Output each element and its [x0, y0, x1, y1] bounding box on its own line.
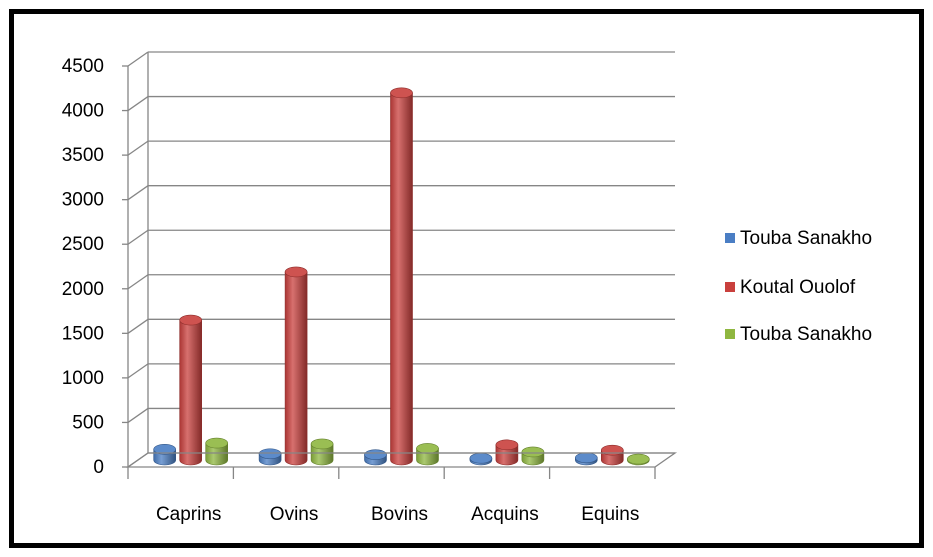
y-tick-label: 3500: [62, 145, 104, 166]
bar-top: [521, 446, 545, 458]
bar-top: [469, 452, 493, 464]
legend-label: Touba Sanakho: [740, 228, 872, 249]
bar-body: [179, 319, 202, 466]
y-tick-label: 1500: [62, 323, 104, 344]
legend-label: Koutal Ouolof: [740, 277, 856, 298]
bar: [495, 439, 519, 466]
bar-top: [626, 453, 650, 465]
floor: [125, 452, 678, 468]
bar: [574, 452, 598, 466]
bar: [364, 449, 387, 466]
bar-body: [310, 443, 334, 466]
gridline-depth: [127, 274, 149, 290]
bar-top: [258, 448, 282, 460]
bar-top: [179, 314, 202, 326]
bar: [600, 444, 624, 466]
bar: [205, 437, 228, 466]
gridline-depth: [127, 96, 149, 112]
y-tick-label: 1000: [62, 368, 104, 389]
bar: [416, 443, 439, 466]
y-tick-label: 2500: [62, 234, 104, 255]
x-tick-label: Caprins: [156, 504, 221, 525]
y-tick-label: 2000: [62, 279, 104, 300]
bar-top: [574, 452, 598, 464]
bar: [310, 438, 334, 466]
bar-body: [390, 92, 413, 466]
gridline-depth: [127, 318, 149, 334]
legend-swatch: [725, 282, 735, 292]
bar-top: [284, 266, 308, 278]
gridline-depth: [127, 51, 149, 67]
y-tick-label: 3000: [62, 190, 104, 211]
bar-top: [495, 439, 519, 451]
x-tick-label: Bovins: [371, 504, 428, 525]
bar: [521, 446, 545, 466]
bar-body: [205, 442, 228, 466]
bar-top: [205, 437, 228, 449]
bar: [284, 266, 308, 466]
legend-swatch: [725, 329, 735, 339]
bar: [390, 87, 413, 466]
x-tick-label: Ovins: [270, 504, 319, 525]
gridline-depth: [127, 229, 149, 245]
bar-body: [495, 444, 519, 466]
gridline-depth: [127, 407, 149, 423]
gridline-depth: [127, 363, 149, 379]
y-tick-label: 500: [72, 412, 104, 433]
legend-swatch: [725, 233, 735, 243]
bar-top: [416, 443, 439, 454]
bar-top: [364, 449, 387, 460]
gridline-depth: [127, 185, 149, 201]
bar-top: [390, 87, 413, 99]
legend-label: Touba Sanakho: [740, 324, 872, 345]
bar: [626, 453, 650, 466]
bar: [258, 448, 282, 466]
gridline-depth: [127, 140, 149, 156]
x-tick-label: Equins: [581, 504, 639, 525]
y-tick-label: 4500: [62, 56, 104, 77]
bar-top: [310, 438, 334, 450]
bar: [179, 314, 202, 466]
x-tick-label: Acquins: [471, 504, 539, 525]
bar: [469, 452, 493, 466]
bar-top: [153, 444, 176, 455]
y-tick-label: 4000: [62, 101, 104, 122]
bar: [153, 444, 176, 466]
bar-body: [284, 271, 308, 466]
y-tick-label: 0: [93, 457, 104, 478]
bar-top: [600, 444, 624, 456]
